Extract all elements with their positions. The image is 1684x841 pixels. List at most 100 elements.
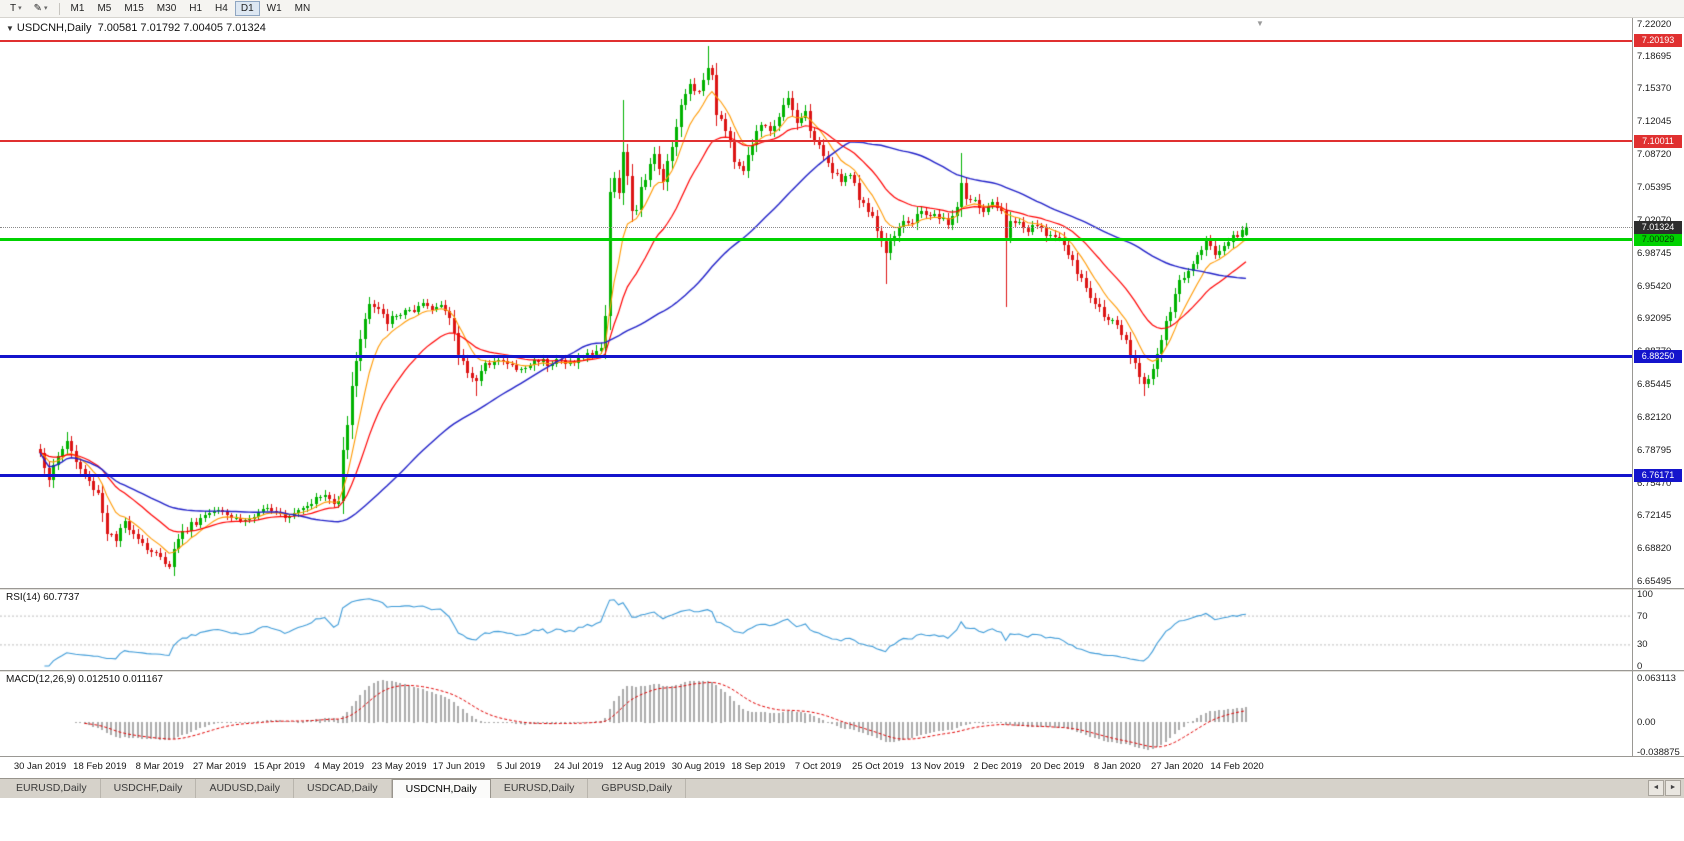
current-price-badge: 7.01324 [1634,220,1682,234]
date-label: 8 Mar 2019 [135,761,184,772]
panel-divider[interactable] [0,670,1684,672]
price-axis-tick: 7.05395 [1637,181,1672,193]
quick-trade-arrow-icon: ▼ [6,24,14,33]
date-label: 18 Sep 2019 [731,761,786,772]
chart-tab-0-eurusd[interactable]: EURUSD,Daily [3,779,101,798]
date-label: 20 Dec 2019 [1030,761,1085,772]
rsi-indicator-canvas[interactable] [0,590,1632,670]
chart-tab-1-usdchf[interactable]: USDCHF,Daily [101,779,197,798]
price-axis-tick: 6.78795 [1637,444,1672,456]
current-price-line [0,227,1632,229]
chart-tab-6-gbpusd[interactable]: GBPUSD,Daily [588,779,687,798]
macd-indicator-label: MACD(12,26,9) 0.012510 0.011167 [6,674,163,685]
chart-tab-2-audusd[interactable]: AUDUSD,Daily [196,779,295,798]
timeframe-button-h1[interactable]: H1 [183,1,208,16]
price-axis-tick: 7.08720 [1637,149,1672,161]
tab-scroll-left-button[interactable]: ◄ [1648,780,1664,796]
pivot-line-green[interactable] [0,238,1632,242]
date-label: 17 Jun 2019 [432,761,486,772]
macd-axis-tick: -0.038875 [1637,747,1680,758]
chart-tab-5-eurusd[interactable]: EURUSD,Daily [491,779,589,798]
price-axis-tick: 6.98745 [1637,247,1672,259]
rsi-axis-tick: 0 [1637,661,1643,672]
pencil-icon: ✎ [33,3,43,14]
date-label: 24 Jul 2019 [554,761,604,772]
resistance-line-upper[interactable] [0,39,1632,42]
chart-tab-3-usdcad[interactable]: USDCAD,Daily [294,779,392,798]
date-label: 4 May 2019 [314,761,365,772]
tab-scroll-right-button[interactable]: ► [1665,780,1681,796]
resistance-line-upper-price-badge: 7.20193 [1634,34,1682,48]
timeframe-button-m1[interactable]: M1 [65,1,91,16]
date-label: 13 Nov 2019 [910,761,965,772]
date-label: 7 Oct 2019 [794,761,842,772]
support-line-blue-upper-price-badge: 6.88250 [1634,349,1682,363]
price-axis-tick: 6.65495 [1637,576,1672,588]
macd-indicator-canvas[interactable] [0,672,1632,756]
rsi-axis-tick: 100 [1637,589,1653,600]
chart-tab-4-usdcnh[interactable]: USDCNH,Daily [391,779,491,798]
price-axis-tick: 6.72145 [1637,510,1672,522]
date-label: 8 Jan 2020 [1093,761,1141,772]
text-tool-button[interactable]: T ▾ [4,1,28,16]
macd-values: 0.012510 0.011167 [78,674,163,685]
chart-tabs-bar: EURUSD,Daily USDCHF,Daily AUDUSD,Daily USDC… [0,778,1684,798]
timeframe-button-mn[interactable]: MN [289,1,317,16]
timeframe-button-m5[interactable]: M5 [91,1,117,16]
date-label: 5 Jul 2019 [496,761,541,772]
rsi-indicator-label: RSI(14) 60.7737 [6,592,79,603]
timeframe-button-h4[interactable]: H4 [209,1,234,16]
time-axis[interactable]: 30 Jan 2019 18 Feb 2019 8 Mar 2019 27 Mar 2… [0,757,1632,778]
price-axis-border [1632,18,1633,756]
resistance-line-lower[interactable] [0,140,1632,143]
date-label: 18 Feb 2019 [73,761,127,772]
date-label: 25 Oct 2019 [852,761,904,772]
timeframe-button-w1[interactable]: W1 [261,1,288,16]
date-label: 27 Jan 2020 [1151,761,1204,772]
timeframe-button-m15[interactable]: M15 [118,1,149,16]
caret-down-icon: ▾ [44,5,48,12]
tab-scroll-arrows: ◄ ► [1648,780,1681,796]
macd-axis-tick: 0.00 [1637,717,1656,729]
date-label: 30 Jan 2019 [13,761,67,772]
price-axis-tick: 6.95420 [1637,280,1672,292]
timeframe-button-d1[interactable]: D1 [234,1,260,16]
toolbar-separator [58,2,60,15]
main-toolbar: T ▾ ✎ ▾ M1 M5 M15 M30 H1 H4 D1 W1 MN [0,0,1684,18]
date-label: 12 Aug 2019 [611,761,666,772]
panel-divider[interactable] [0,756,1684,757]
date-label: 14 Feb 2020 [1210,761,1264,772]
date-label: 30 Aug 2019 [671,761,726,772]
timeframe-toolbar: M1 M5 M15 M30 H1 H4 D1 W1 MN [65,1,317,16]
date-label: 23 May 2019 [371,761,427,772]
chart-symbol-label: USDCNH,Daily [16,22,92,34]
price-axis-tick: 6.68820 [1637,543,1672,555]
price-axis-tick: 6.82120 [1637,411,1672,423]
support-line-blue-upper[interactable] [0,354,1632,358]
price-chart-canvas[interactable] [0,18,1632,588]
caret-down-icon: ▾ [18,5,22,12]
rsi-axis-tick: 70 [1637,610,1648,622]
price-axis-tick: 6.85445 [1637,379,1672,391]
date-label: 27 Mar 2019 [192,761,247,772]
rsi-value: 60.7737 [43,592,80,603]
price-axis-tick: 7.02070 [1637,215,1671,226]
rsi-axis-tick: 30 [1637,639,1648,651]
chart-shift-marker-icon[interactable]: ▼ [1256,19,1264,28]
support-line-blue-lower-price-badge: 6.76171 [1634,469,1682,483]
price-axis-tick: 7.15370 [1637,83,1672,95]
macd-axis-tick: 0.063113 [1637,673,1676,684]
chart-title: ▼ USDCNH,Daily 7.00581 7.01792 7.00405 7.… [6,22,266,34]
date-label: 2 Dec 2019 [973,761,1022,772]
price-axis-tick: 6.75470 [1637,477,1672,489]
price-axis-tick: 6.92095 [1637,313,1672,325]
resistance-line-lower-price-badge: 7.10011 [1634,134,1682,148]
pivot-line-green-price-badge: 7.00029 [1634,233,1682,247]
timeframe-button-m30[interactable]: M30 [151,1,182,16]
text-tool-icon: T [10,3,17,14]
support-line-blue-lower[interactable] [0,474,1632,478]
rsi-name: RSI(14) [6,592,41,603]
panel-divider[interactable] [0,588,1684,590]
draw-tool-button[interactable]: ✎ ▾ [28,1,54,16]
